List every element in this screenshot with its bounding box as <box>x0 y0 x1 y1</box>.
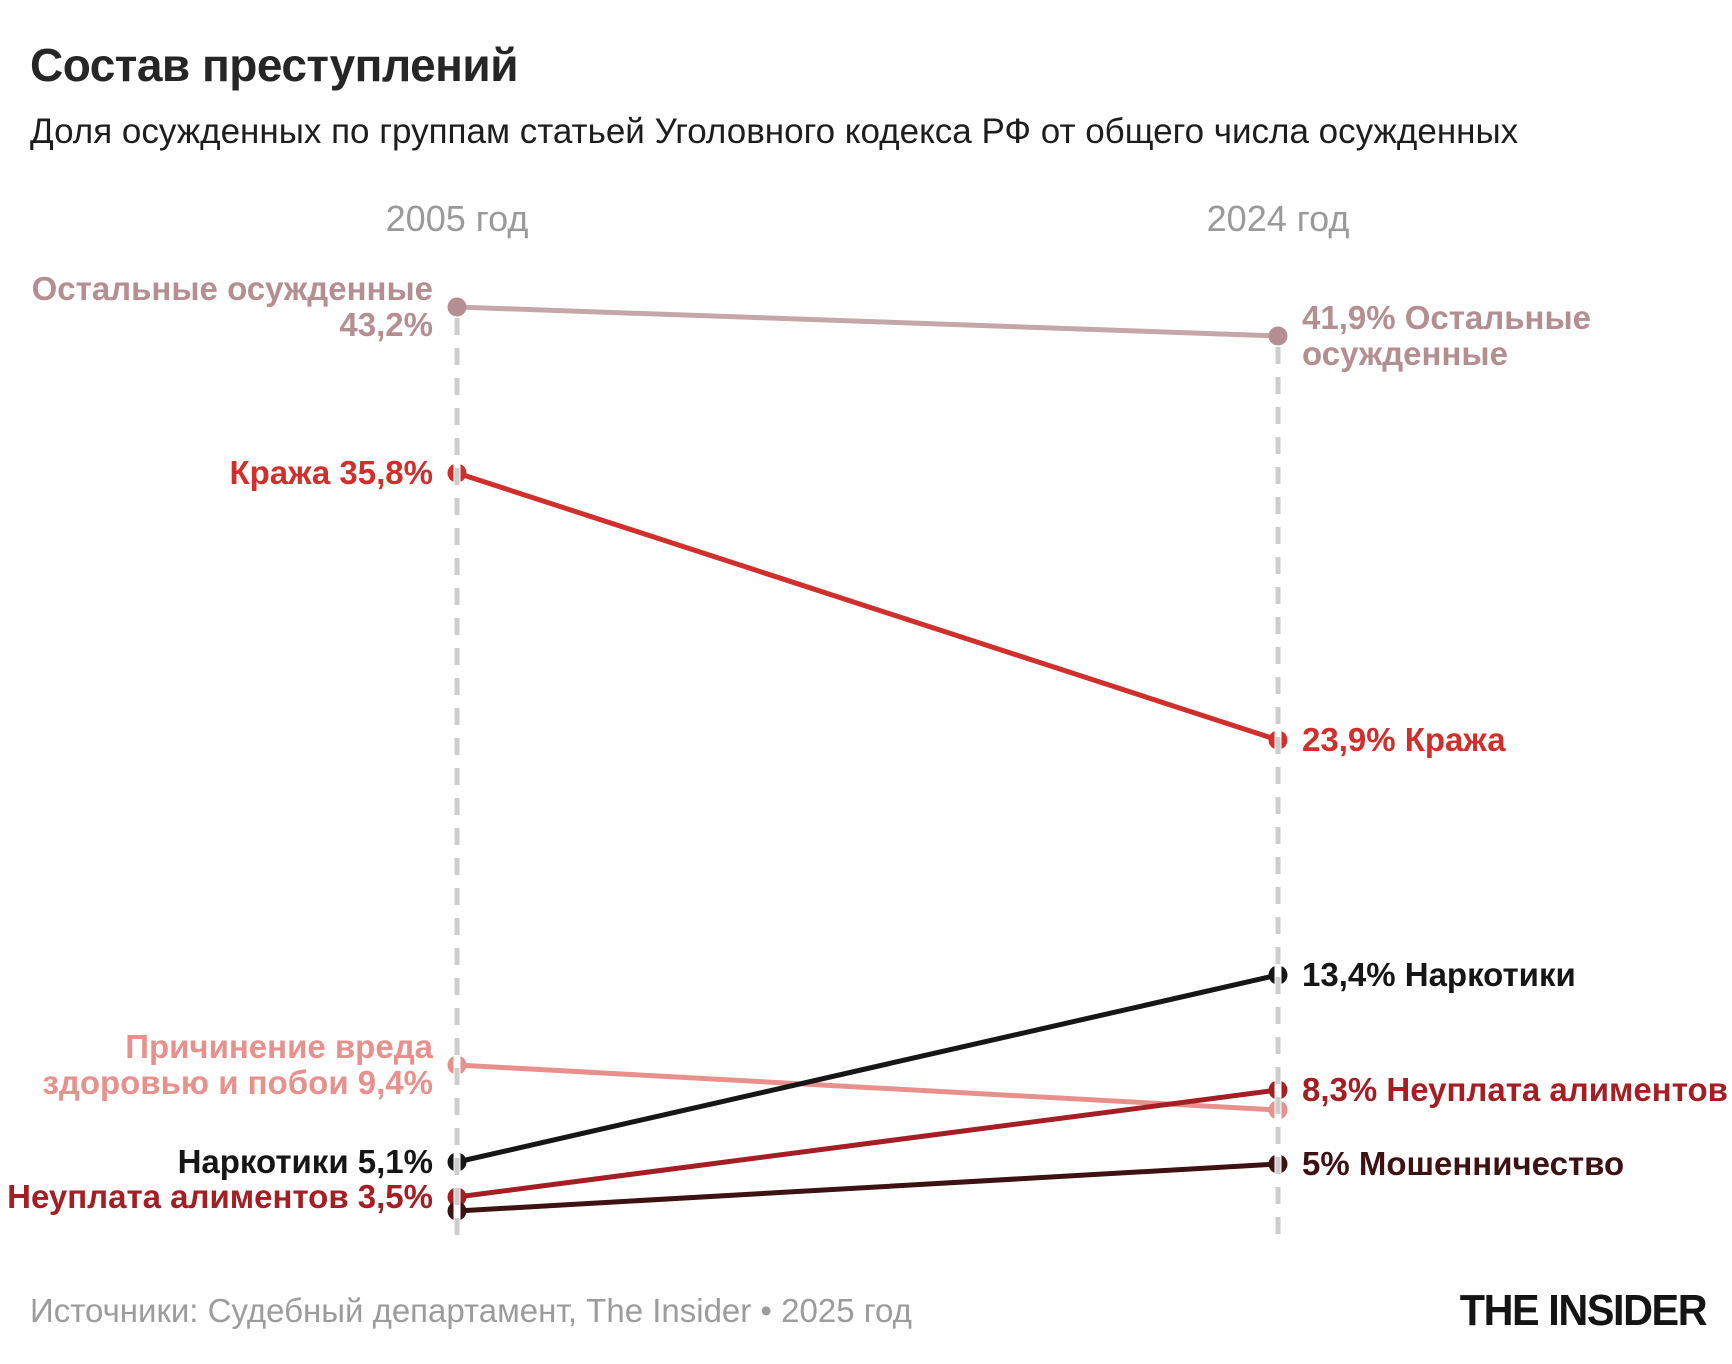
series-label-line: 41,9% Остальные <box>1302 299 1591 336</box>
series-label-line: осужденные <box>1302 335 1508 372</box>
series-label-left-narkotiki: Наркотики 5,1% <box>178 1144 433 1180</box>
line-moshennichestvo <box>454 1161 1281 1214</box>
line-ostalnye <box>454 304 1281 339</box>
series-label-left-krazha: Кража 35,8% <box>229 455 433 491</box>
series-label-line: 8,3% Неуплата алиментов <box>1302 1071 1728 1108</box>
line-vred <box>454 1062 1281 1113</box>
the-insider-logo: THE INSIDER <box>1459 1286 1708 1335</box>
series-label-right-ostalnye: 41,9% Остальные осужденные <box>1302 300 1591 372</box>
series-label-right-alimenty: 8,3% Неуплата алиментов <box>1302 1072 1728 1108</box>
series-label-left-vred: Причинение вреда здоровью и побои 9,4% <box>42 1029 433 1101</box>
series-label-line: Причинение вреда <box>125 1028 433 1065</box>
series-label-line: Неуплата алиментов 3,5% <box>7 1178 433 1215</box>
column-header-2024: 2024 год <box>1206 198 1350 239</box>
series-label-right-krazha: 23,9% Кража <box>1302 722 1506 758</box>
series-label-line: Остальные осужденные <box>31 270 433 307</box>
series-label-line: 13,4% Наркотики <box>1302 956 1576 993</box>
line-narkotiki <box>454 972 1281 1165</box>
series-label-left-ostalnye: Остальные осужденные 43,2% <box>32 271 433 343</box>
series-label-line: 23,9% Кража <box>1302 721 1506 758</box>
series-label-line: Кража 35,8% <box>229 454 433 491</box>
series-label-line: 5% Мошенничество <box>1302 1145 1625 1182</box>
column-header-2005: 2005 год <box>385 198 529 239</box>
series-label-line: 43,2% <box>339 306 433 343</box>
page-title: Состав преступлений <box>30 39 519 91</box>
dot-ostalnye-2024 <box>1268 326 1288 346</box>
series-label-right-moshennichestvo: 5% Мошенничество <box>1302 1146 1624 1182</box>
page-subtitle: Доля осужденных по группам статьей Уголо… <box>30 112 1519 151</box>
series-label-line: Наркотики 5,1% <box>177 1143 433 1180</box>
series-label-left-alimenty: Неуплата алиментов 3,5% <box>7 1179 433 1215</box>
sources-note: Источники: Судебный департамент, The Ins… <box>30 1292 912 1329</box>
series-label-line: здоровью и побои 9,4% <box>42 1064 433 1101</box>
line-alimenty <box>454 1087 1281 1200</box>
series-label-right-narkotiki: 13,4% Наркотики <box>1302 957 1576 993</box>
dot-ostalnye-2005 <box>447 297 467 317</box>
line-krazha <box>454 470 1281 743</box>
